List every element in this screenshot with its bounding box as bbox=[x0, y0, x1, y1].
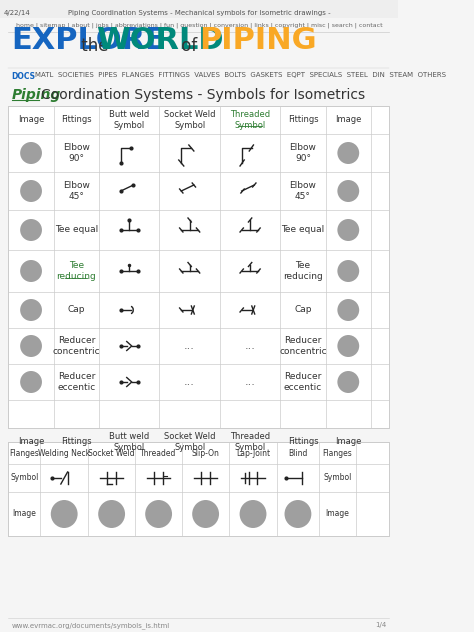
Text: Flanges: Flanges bbox=[322, 449, 352, 458]
Text: Elbow
45°: Elbow 45° bbox=[63, 181, 90, 201]
Text: Reducer
concentric: Reducer concentric bbox=[53, 336, 100, 356]
Text: Elbow
90°: Elbow 90° bbox=[290, 143, 317, 162]
Text: Fittings: Fittings bbox=[61, 116, 91, 125]
Text: Fittings: Fittings bbox=[288, 116, 318, 125]
Ellipse shape bbox=[337, 299, 359, 321]
Text: EXPLORE: EXPLORE bbox=[12, 26, 167, 55]
Ellipse shape bbox=[192, 500, 219, 528]
Text: of: of bbox=[176, 37, 203, 55]
Ellipse shape bbox=[337, 180, 359, 202]
Text: Tee equal: Tee equal bbox=[282, 226, 325, 234]
Text: Reducer
eccentic: Reducer eccentic bbox=[57, 372, 95, 392]
FancyBboxPatch shape bbox=[0, 0, 398, 18]
Ellipse shape bbox=[20, 299, 42, 321]
Text: Fittings: Fittings bbox=[288, 437, 318, 446]
Ellipse shape bbox=[337, 371, 359, 393]
Text: Tee equal: Tee equal bbox=[55, 226, 98, 234]
Ellipse shape bbox=[337, 142, 359, 164]
Ellipse shape bbox=[98, 500, 125, 528]
Text: PIPING: PIPING bbox=[199, 26, 317, 55]
Text: MATL  SOCIETIES  PIPES  FLANGES  FITTINGS  VALVES  BOLTS  GASKETS  EQPT  SPECIAL: MATL SOCIETIES PIPES FLANGES FITTINGS VA… bbox=[35, 72, 446, 78]
Text: www.evrmac.org/documents/symbols_is.html: www.evrmac.org/documents/symbols_is.html bbox=[12, 622, 170, 629]
Text: Fittings: Fittings bbox=[61, 437, 91, 446]
Text: Elbow
90°: Elbow 90° bbox=[63, 143, 90, 162]
Ellipse shape bbox=[337, 260, 359, 282]
Text: 1/4: 1/4 bbox=[375, 622, 386, 628]
Ellipse shape bbox=[51, 500, 78, 528]
Text: Reducer
eccentic: Reducer eccentic bbox=[284, 372, 322, 392]
FancyBboxPatch shape bbox=[9, 442, 390, 536]
Text: Socket Weld
Symbol: Socket Weld Symbol bbox=[164, 432, 215, 452]
Ellipse shape bbox=[20, 371, 42, 393]
Text: 4/22/14: 4/22/14 bbox=[3, 10, 30, 16]
Text: Socket Weld: Socket Weld bbox=[88, 449, 135, 458]
Text: DOCS: DOCS bbox=[12, 72, 36, 81]
Text: Lap-Joint: Lap-Joint bbox=[236, 449, 270, 458]
Text: the: the bbox=[75, 37, 113, 55]
Text: Image: Image bbox=[12, 509, 36, 518]
Ellipse shape bbox=[337, 219, 359, 241]
Text: Welding Neck: Welding Neck bbox=[38, 449, 90, 458]
Text: Threaded: Threaded bbox=[140, 449, 177, 458]
Text: Cap: Cap bbox=[68, 305, 85, 315]
Text: Socket Weld
Symbol: Socket Weld Symbol bbox=[164, 111, 215, 130]
Text: Tee
reducing: Tee reducing bbox=[56, 261, 96, 281]
Text: ...: ... bbox=[245, 377, 255, 387]
Ellipse shape bbox=[20, 180, 42, 202]
Text: Image: Image bbox=[335, 116, 362, 125]
Text: Symbol: Symbol bbox=[323, 473, 352, 482]
Ellipse shape bbox=[20, 219, 42, 241]
FancyBboxPatch shape bbox=[9, 106, 390, 428]
Text: Image: Image bbox=[326, 509, 349, 518]
Ellipse shape bbox=[20, 260, 42, 282]
Text: Image: Image bbox=[335, 437, 362, 446]
Text: Threaded
Symbol: Threaded Symbol bbox=[230, 111, 270, 130]
Text: Symbol: Symbol bbox=[10, 473, 38, 482]
Text: ...: ... bbox=[184, 377, 195, 387]
Text: Piping Coordination Systems - Mechanical symbols for Isometric drawings -: Piping Coordination Systems - Mechanical… bbox=[68, 10, 330, 16]
Text: Coordination Systems - Symbols for Isometrics: Coordination Systems - Symbols for Isome… bbox=[41, 88, 365, 102]
Ellipse shape bbox=[145, 500, 172, 528]
Text: home | sitemap | about | jobs | abbreviations | fun | question | conversion | li: home | sitemap | about | jobs | abbrevia… bbox=[16, 22, 382, 28]
Ellipse shape bbox=[239, 500, 266, 528]
Text: Tee
reducing: Tee reducing bbox=[283, 261, 323, 281]
Ellipse shape bbox=[337, 335, 359, 357]
Ellipse shape bbox=[284, 500, 311, 528]
Text: Butt weld
Symbol: Butt weld Symbol bbox=[109, 432, 149, 452]
Text: Piping: Piping bbox=[12, 88, 61, 102]
Text: Flanges: Flanges bbox=[9, 449, 39, 458]
Text: Slip-On: Slip-On bbox=[191, 449, 219, 458]
Text: Image: Image bbox=[18, 116, 44, 125]
Text: ...: ... bbox=[184, 341, 195, 351]
Text: Butt weld
Symbol: Butt weld Symbol bbox=[109, 111, 149, 130]
Text: WORLD: WORLD bbox=[97, 26, 224, 55]
Text: Blind: Blind bbox=[288, 449, 308, 458]
Text: Threaded
Symbol: Threaded Symbol bbox=[230, 432, 270, 452]
Text: Cap: Cap bbox=[294, 305, 312, 315]
Text: Reducer
concentric: Reducer concentric bbox=[279, 336, 327, 356]
Text: Elbow
45°: Elbow 45° bbox=[290, 181, 317, 201]
Ellipse shape bbox=[20, 142, 42, 164]
Ellipse shape bbox=[20, 335, 42, 357]
Text: ...: ... bbox=[245, 341, 255, 351]
Text: Image: Image bbox=[18, 437, 44, 446]
